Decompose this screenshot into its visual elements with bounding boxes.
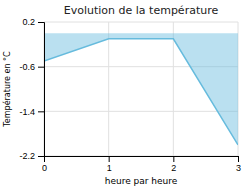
y-axis: 0.2 -0.6 -1.4 -2.2 bbox=[19, 17, 44, 161]
area bbox=[44, 33, 238, 145]
tick-mark bbox=[38, 156, 44, 157]
grid-line bbox=[44, 111, 238, 112]
grid-line bbox=[173, 22, 174, 156]
grid-line bbox=[108, 22, 109, 156]
plot: 0 1 2 3 0.2 -0.6 -1.4 -2.2 bbox=[19, 17, 241, 173]
grid-line bbox=[44, 22, 238, 23]
tick: 0.2 bbox=[22, 17, 44, 27]
title: Evolution de la température bbox=[64, 4, 219, 17]
x-axis: 0 1 2 3 bbox=[42, 156, 241, 173]
tick-mark bbox=[38, 67, 44, 68]
y-label: Température en °C bbox=[2, 51, 12, 128]
tick-label: -1.4 bbox=[19, 107, 35, 117]
tick-label: -2.2 bbox=[19, 151, 35, 161]
tick: 1 bbox=[107, 156, 112, 173]
axis-line bbox=[38, 23, 45, 157]
tick-label: 0 bbox=[42, 163, 47, 173]
tick-label: 1 bbox=[107, 163, 112, 173]
tick-mark bbox=[38, 111, 44, 112]
line bbox=[44, 39, 238, 145]
marks bbox=[44, 33, 238, 145]
tick-label: 2 bbox=[171, 163, 176, 173]
grid bbox=[44, 22, 238, 156]
chart: 0 1 2 3 0.2 -0.6 -1.4 -2.2 Evolution de la tempé… bbox=[0, 0, 250, 188]
tick: -2.2 bbox=[19, 151, 44, 161]
tick: 0 bbox=[42, 156, 47, 173]
tick-label: 0.2 bbox=[22, 17, 35, 27]
tick-label: 3 bbox=[236, 163, 241, 173]
tick-mark bbox=[38, 22, 44, 23]
tick: 2 bbox=[171, 156, 176, 173]
tick-label: -0.6 bbox=[19, 62, 35, 72]
axis-line bbox=[45, 157, 239, 163]
tick: 3 bbox=[236, 156, 241, 173]
tick-mark bbox=[109, 156, 110, 162]
tick: -1.4 bbox=[19, 107, 44, 117]
x-label: heure par heure bbox=[105, 176, 178, 186]
tick: -0.6 bbox=[19, 62, 44, 72]
tick-mark bbox=[173, 156, 174, 162]
tick-mark bbox=[238, 156, 239, 162]
